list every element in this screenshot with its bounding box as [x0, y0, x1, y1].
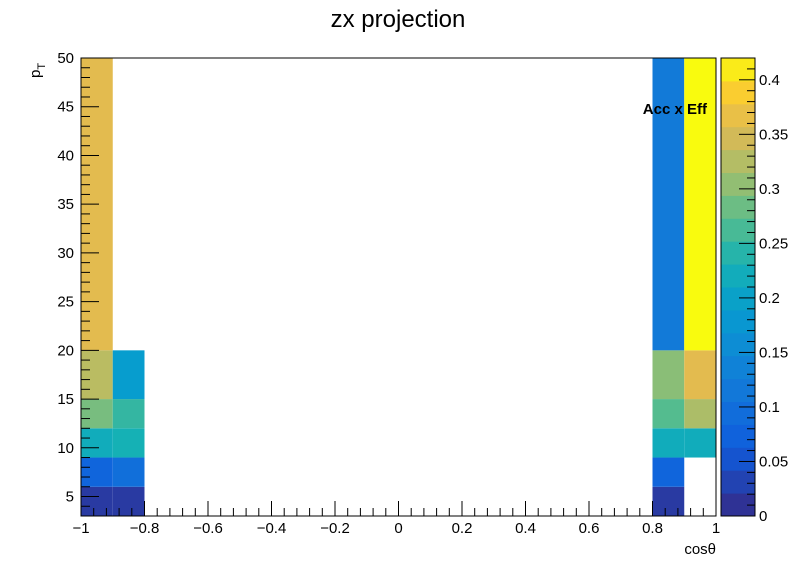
heatmap-cell — [81, 428, 113, 458]
heatmap-cell — [652, 486, 685, 516]
palette-band — [721, 378, 755, 402]
z-tick-label: 0.15 — [759, 344, 788, 361]
x-tick-label: −1 — [72, 520, 89, 537]
y-axis-title: pT — [27, 63, 48, 78]
palette-band — [721, 493, 755, 517]
heatmap-cell — [684, 428, 716, 458]
heatmap-cell — [684, 399, 716, 429]
palette-band — [721, 424, 755, 448]
palette-band — [721, 309, 755, 334]
heatmap-cell — [652, 58, 685, 351]
heatmap-cell — [684, 350, 716, 400]
z-tick-label: 0.05 — [759, 453, 788, 470]
x-tick-label: 0.4 — [515, 520, 536, 537]
x-tick-label: −0.2 — [320, 520, 350, 537]
y-tick-label: 40 — [57, 147, 74, 164]
x-tick-label: −0.8 — [130, 520, 160, 537]
svg-text:pT: pT — [27, 63, 48, 78]
x-tick-label: −0.6 — [193, 520, 223, 537]
y-axis: 5 10 15 20 25 30 35 40 45 50 — [57, 50, 99, 507]
y-tick-label: 5 — [66, 489, 74, 506]
palette-band — [721, 264, 755, 288]
palette-band — [721, 287, 755, 311]
z-tick-label: 0.35 — [759, 126, 788, 143]
palette-band — [721, 126, 755, 151]
heatmap-cell — [112, 457, 145, 487]
heatmap-cell — [81, 350, 113, 400]
heatmap-cell — [652, 350, 685, 400]
palette-band — [721, 401, 755, 425]
y-tick-label: 10 — [57, 440, 74, 457]
palette-band — [721, 195, 755, 219]
x-tick-label: 0.2 — [452, 520, 473, 537]
y-tick-label: 15 — [57, 391, 74, 408]
x-tick-label: 0.6 — [579, 520, 600, 537]
x-tick-label: 1 — [712, 520, 720, 537]
y-tick-label: 45 — [57, 99, 74, 116]
y-tick-label: 20 — [57, 342, 74, 359]
z-tick-label: 0.3 — [759, 181, 780, 198]
palette-band — [721, 447, 755, 471]
z-tick-label: 0.4 — [759, 72, 780, 89]
heatmap-cell — [112, 486, 145, 516]
color-palette — [721, 58, 755, 517]
x-tick-label: −0.4 — [257, 520, 287, 537]
palette-band — [721, 355, 755, 380]
x-axis-title: cosθ — [684, 541, 716, 558]
palette-band — [721, 58, 755, 82]
palette-band — [721, 172, 755, 196]
heatmap-cell — [652, 457, 685, 487]
heatmap-cell — [112, 428, 145, 458]
z-tick-label: 0 — [759, 508, 767, 525]
z-axis: 0 0.05 0.1 0.15 0.2 0.25 0.3 0.35 0.4 — [739, 57, 788, 525]
z-tick-label: 0.1 — [759, 399, 780, 416]
chart-title: zx projection — [331, 6, 466, 33]
x-axis: −1 −0.8 −0.6 −0.4 −0.2 0 0.2 0.4 0.6 0.8 1 — [72, 501, 720, 537]
palette-band — [721, 149, 755, 173]
y-axis-title-subscript: T — [36, 63, 48, 70]
heatmap-cell — [652, 399, 685, 429]
y-tick-label: 30 — [57, 245, 74, 262]
palette-band — [721, 103, 755, 128]
x-tick-label: 0.8 — [642, 520, 663, 537]
heatmap-cell — [112, 399, 145, 429]
heatmap-cell — [81, 457, 113, 487]
heatmap-cell — [81, 399, 113, 429]
plot-frame — [80, 57, 717, 517]
palette-band — [721, 332, 755, 357]
y-tick-label: 35 — [57, 196, 74, 213]
heatmap-cells — [81, 58, 716, 516]
y-tick-label: 50 — [57, 50, 74, 67]
heatmap-cell — [684, 58, 716, 351]
palette-band — [721, 241, 755, 265]
palette-band — [721, 470, 755, 494]
y-tick-label: 25 — [57, 294, 74, 311]
heatmap-cell — [112, 350, 145, 400]
z-axis-label: Acc x Eff — [643, 101, 708, 118]
palette-band — [721, 218, 755, 242]
heatmap-cell — [81, 486, 113, 516]
y-axis-title-main: p — [27, 70, 44, 78]
z-tick-label: 0.25 — [759, 235, 788, 252]
heatmap-cell — [652, 428, 685, 458]
z-tick-label: 0.2 — [759, 290, 780, 307]
palette-band — [721, 80, 755, 105]
x-tick-label: 0 — [394, 520, 402, 537]
